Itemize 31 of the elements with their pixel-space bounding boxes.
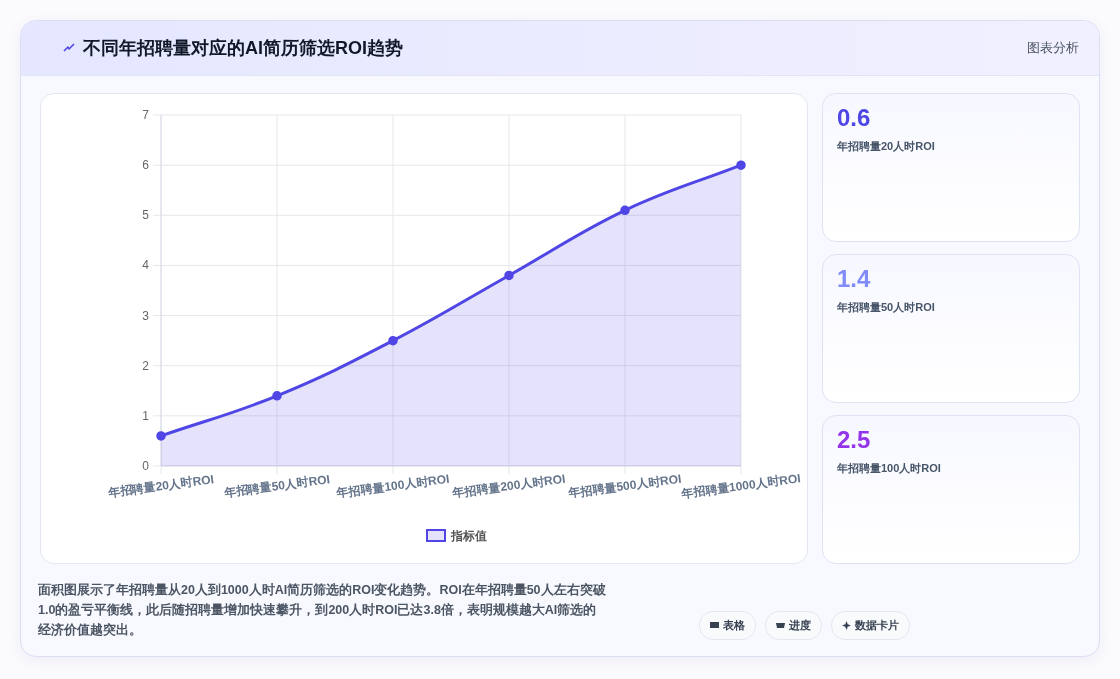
text: 年招聘量20人时ROI	[837, 139, 935, 154]
point	[388, 335, 398, 346]
text: 表格	[723, 618, 745, 633]
point	[272, 391, 282, 401]
y-tick-label: 4	[142, 258, 150, 273]
x-tick-label: 年招聘量200人时ROI	[450, 471, 567, 501]
y-tick-label: 0	[142, 459, 150, 473]
point	[736, 160, 746, 170]
text: 2.5	[837, 426, 871, 454]
x-tick-label: 年招聘量100人时ROI	[334, 471, 451, 501]
point	[620, 205, 630, 216]
y-tick-label: 1	[142, 408, 150, 423]
text: 1.4	[837, 265, 871, 293]
text: 图表分析	[1027, 40, 1079, 57]
legend-label: 指标值	[450, 529, 487, 543]
text: 0.6	[837, 104, 871, 132]
y-tick-label: 3	[142, 308, 150, 323]
y-tick-label: 2	[142, 358, 150, 373]
x-tick-label: 年招聘量20人时ROI	[106, 472, 215, 501]
y-tick-label: 5	[142, 208, 150, 223]
chart-title: 不同年招聘量对应的AI简历筛选ROI趋势	[83, 37, 404, 60]
text: 年招聘量50人时ROI	[837, 300, 935, 315]
point	[156, 431, 166, 441]
y-tick-label: 6	[142, 158, 150, 173]
text: 年招聘量100人时ROI	[837, 461, 941, 476]
y-tick-label: 7	[142, 108, 150, 122]
text: 数据卡片	[855, 618, 899, 633]
point	[504, 270, 514, 281]
x-tick-label: 年招聘量50人时ROI	[222, 472, 331, 501]
text: 进度	[789, 618, 811, 633]
text: 面积图展示了年招聘量从20人到1000人时AI简历筛选的ROI变化趋势。ROI在年招聘量50人左右突破1.0的盈亏平衡线，此后随招聘量增加快速攀升，到200人时ROI已达3.8倍，表明规模越大AI筛选的经济价值越突出。	[38, 582, 606, 639]
